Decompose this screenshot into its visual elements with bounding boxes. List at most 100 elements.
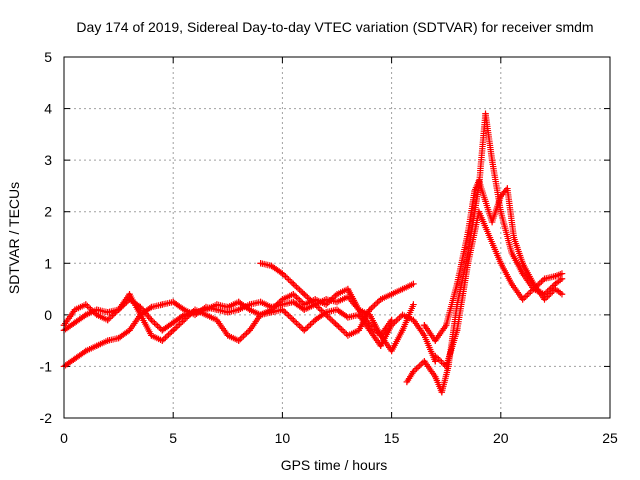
data-series xyxy=(60,110,566,396)
data-point xyxy=(159,327,166,334)
data-point xyxy=(180,306,188,313)
plot-frame xyxy=(63,56,611,419)
data-point xyxy=(541,275,548,282)
data-point xyxy=(115,334,122,342)
data-point xyxy=(148,303,155,311)
data-point xyxy=(464,260,472,267)
data-point xyxy=(333,321,341,329)
data-point xyxy=(399,285,406,293)
x-tick-label: 5 xyxy=(169,430,177,446)
data-point xyxy=(202,303,210,311)
series-trace-e xyxy=(403,110,566,396)
data-point xyxy=(366,321,373,329)
data-point xyxy=(475,177,483,184)
data-point xyxy=(159,337,166,344)
data-point xyxy=(344,314,352,321)
data-point xyxy=(464,229,472,236)
data-point xyxy=(475,208,483,215)
y-tick-label: 1 xyxy=(44,255,52,271)
data-point xyxy=(148,316,155,324)
data-point xyxy=(93,342,100,349)
data-point xyxy=(497,208,504,215)
data-point xyxy=(510,234,518,241)
data-point xyxy=(432,352,439,360)
x-tick-label: 20 xyxy=(493,430,509,446)
data-point xyxy=(115,306,122,313)
data-point xyxy=(508,280,515,288)
data-point xyxy=(290,298,297,306)
grid xyxy=(64,57,610,418)
data-point xyxy=(82,311,90,319)
data-point xyxy=(311,316,319,324)
data-point xyxy=(159,301,166,308)
data-point xyxy=(93,311,100,319)
series-trace-f xyxy=(421,177,566,344)
data-point xyxy=(301,301,308,308)
data-point xyxy=(558,291,566,298)
x-axis-label: GPS time / hours xyxy=(281,457,388,473)
data-point xyxy=(170,319,177,326)
data-point xyxy=(191,306,199,313)
x-tick-label: 25 xyxy=(602,430,618,446)
data-point xyxy=(104,337,111,344)
series-markers xyxy=(432,208,566,370)
data-point xyxy=(443,363,450,370)
data-point xyxy=(552,272,559,280)
data-point xyxy=(71,319,79,326)
chart-title: Day 174 of 2019, Sidereal Day-to-day VTE… xyxy=(76,19,593,35)
data-point xyxy=(246,327,253,334)
y-tick-label: 4 xyxy=(44,101,52,117)
data-point xyxy=(82,301,90,308)
data-point xyxy=(482,198,489,205)
data-point xyxy=(519,270,526,277)
data-point xyxy=(482,110,489,117)
y-tick-label: 3 xyxy=(44,152,52,168)
y-tick-label: 2 xyxy=(44,204,52,220)
data-point xyxy=(311,301,319,308)
y-tick-label: -1 xyxy=(40,358,53,374)
data-point xyxy=(453,280,461,288)
data-point xyxy=(224,332,231,339)
data-point xyxy=(213,306,221,313)
data-point xyxy=(104,309,111,316)
data-point xyxy=(355,327,363,334)
data-point xyxy=(322,301,330,308)
y-tick-labels: -2 -1 0 1 2 3 4 5 xyxy=(40,49,53,426)
data-point xyxy=(257,311,264,319)
data-point xyxy=(552,285,559,293)
data-point xyxy=(453,327,461,334)
series-trace-g xyxy=(432,208,566,370)
data-point xyxy=(504,185,511,192)
series-markers xyxy=(403,110,566,396)
data-point xyxy=(497,193,504,200)
data-point xyxy=(333,298,341,306)
data-point xyxy=(180,316,188,324)
data-point xyxy=(202,311,210,319)
data-point xyxy=(126,327,133,334)
data-point xyxy=(235,298,242,306)
data-point xyxy=(388,291,395,298)
y-axis-label: SDTVAR / TECUs xyxy=(6,182,22,294)
tick-marks xyxy=(63,56,611,419)
data-point xyxy=(257,260,264,267)
y-tick-label: -2 xyxy=(40,410,53,426)
data-point xyxy=(301,291,308,298)
data-point xyxy=(268,306,275,313)
data-point xyxy=(488,218,496,226)
data-point xyxy=(344,285,352,293)
data-point xyxy=(377,342,384,349)
data-point xyxy=(541,296,548,303)
data-point xyxy=(410,280,417,288)
data-point xyxy=(399,327,406,334)
data-point xyxy=(410,316,417,324)
data-point xyxy=(279,270,286,277)
data-point xyxy=(558,270,566,277)
data-point xyxy=(71,355,79,362)
data-point xyxy=(410,368,417,375)
data-point xyxy=(421,358,428,365)
data-point xyxy=(421,332,428,339)
data-point xyxy=(486,234,494,241)
data-point xyxy=(488,156,496,164)
data-point xyxy=(268,262,275,270)
